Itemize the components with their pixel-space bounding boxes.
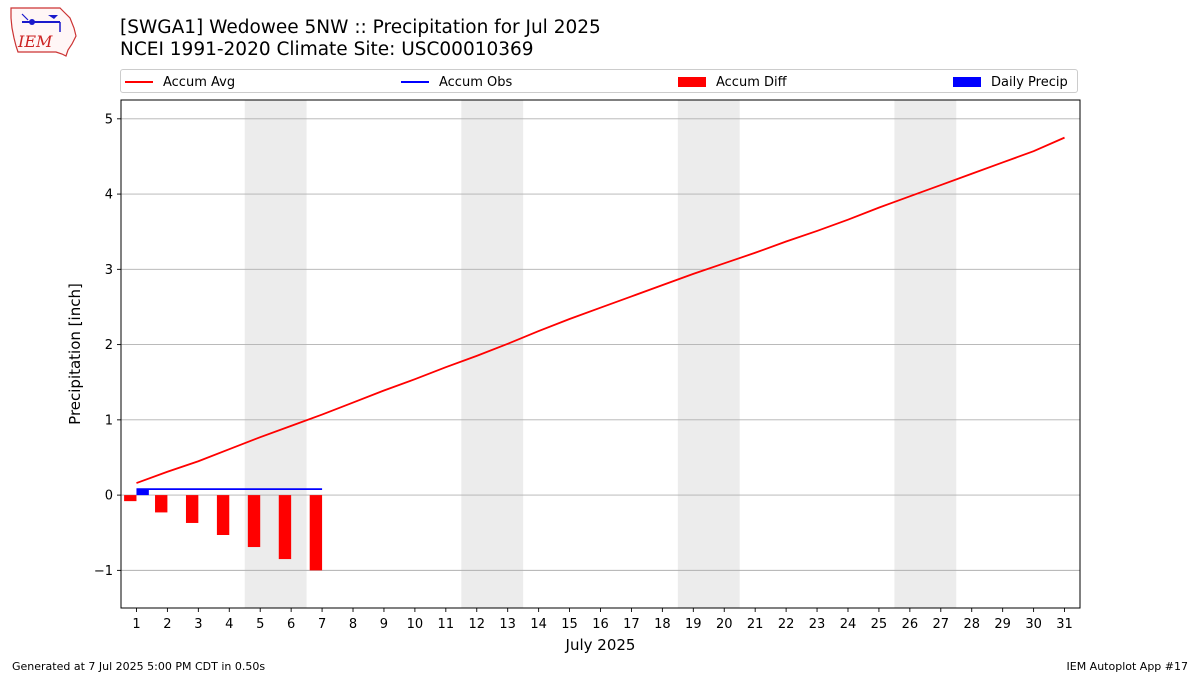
iem-logo: IEM [10, 7, 77, 57]
svg-text:IEM: IEM [17, 32, 53, 51]
x-tick-label: 6 [287, 617, 295, 632]
legend-label-accum-obs: Accum Obs [439, 74, 513, 90]
x-tick-label: 31 [1056, 617, 1073, 632]
legend-swatch-accum-diff [678, 77, 706, 87]
legend-swatch-daily-precip [953, 77, 981, 87]
x-tick-label: 2 [163, 617, 171, 632]
chart-legend: Accum Avg Accum Obs Accum Diff Daily Pre… [120, 69, 1078, 93]
x-tick-label: 18 [654, 617, 671, 632]
x-tick-label: 7 [318, 617, 326, 632]
legend-label-accum-diff: Accum Diff [716, 74, 787, 90]
legend-item-accum-avg: Accum Avg [125, 73, 235, 91]
x-tick-label: 8 [349, 617, 357, 632]
x-tick-label: 12 [468, 617, 485, 632]
y-tick-label: −1 [94, 564, 113, 579]
x-tick-label: 25 [871, 617, 888, 632]
x-tick-label: 16 [592, 617, 609, 632]
x-tick-label: 30 [1025, 617, 1042, 632]
accum-diff-bar [155, 495, 168, 513]
x-tick-label: 14 [530, 617, 547, 632]
weekend-band [894, 100, 957, 608]
x-tick-label: 4 [225, 617, 233, 632]
legend-swatch-accum-avg [125, 81, 153, 83]
weekend-band [461, 100, 524, 608]
x-tick-label: 22 [778, 617, 795, 632]
bar-series [124, 489, 323, 571]
x-tick-label: 21 [747, 617, 764, 632]
accum-diff-bar [216, 495, 230, 535]
accum-diff-bar [247, 495, 261, 548]
x-tick-label: 28 [963, 617, 980, 632]
x-tick-label: 10 [407, 617, 424, 632]
legend-item-accum-diff: Accum Diff [678, 73, 787, 91]
accum-diff-bar [278, 495, 292, 560]
y-axis-label: Precipitation [inch] [66, 283, 84, 425]
x-tick-label: 15 [561, 617, 578, 632]
x-tick-label: 17 [623, 617, 640, 632]
y-tick-label: 1 [105, 413, 113, 428]
y-gridlines [121, 118, 1080, 571]
app-credit: IEM Autoplot App #17 [1066, 660, 1189, 673]
legend-item-accum-obs: Accum Obs [401, 73, 512, 91]
x-tick-label: 5 [256, 617, 264, 632]
x-tick-label: 26 [902, 617, 919, 632]
x-tick-label: 20 [716, 617, 733, 632]
legend-item-daily-precip: Daily Precip [953, 73, 1068, 91]
generated-note: Generated at 7 Jul 2025 5:00 PM CDT in 0… [12, 660, 266, 673]
x-tick-label: 3 [194, 617, 202, 632]
chart-title: [SWGA1] Wedowee 5NW :: Precipitation for… [120, 17, 601, 61]
y-tick-label: 3 [105, 263, 113, 278]
x-tick-label: 29 [994, 617, 1011, 632]
legend-label-accum-avg: Accum Avg [163, 74, 236, 90]
x-tick-label: 9 [380, 617, 388, 632]
legend-label-daily-precip: Daily Precip [991, 74, 1068, 90]
x-axis-ticks: 1 2 3 4 5 6 7 8 9 10 11 12 13 14 15 16 17 18 19 20 21 22 23 24 2… [132, 608, 1073, 632]
x-tick-label: 23 [809, 617, 826, 632]
y-tick-label: 5 [105, 112, 113, 127]
y-tick-label: 0 [105, 489, 113, 504]
accum-diff-bar [185, 495, 199, 523]
x-tick-label: 13 [499, 617, 516, 632]
title-line-2: NCEI 1991-2020 Climate Site: USC00010369 [120, 39, 534, 60]
legend-swatch-accum-obs [401, 81, 429, 83]
accum-avg-line [136, 136, 1065, 484]
x-tick-label: 19 [685, 617, 702, 632]
x-tick-label: 24 [840, 617, 857, 632]
x-tick-label: 27 [933, 617, 950, 632]
weekend-band [677, 100, 740, 608]
x-axis-label: July 2025 [565, 636, 636, 654]
accum-diff-bar [309, 495, 323, 571]
daily-precip-bar [136, 489, 149, 496]
x-tick-label: 1 [132, 617, 140, 632]
y-axis-ticks: −1 0 1 2 3 4 5 [94, 112, 121, 579]
accum-diff-bar [124, 495, 137, 502]
y-tick-label: 2 [105, 338, 113, 353]
x-tick-label: 11 [438, 617, 455, 632]
title-line-1: [SWGA1] Wedowee 5NW :: Precipitation for… [120, 17, 601, 38]
y-tick-label: 4 [105, 188, 113, 203]
weekend-bands [244, 100, 957, 608]
line-series [136, 136, 1065, 490]
